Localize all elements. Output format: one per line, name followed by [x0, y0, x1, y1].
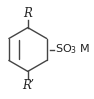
Text: R’: R’	[22, 79, 34, 92]
Text: SO$_3$ M: SO$_3$ M	[55, 42, 90, 56]
Text: R: R	[23, 7, 32, 20]
